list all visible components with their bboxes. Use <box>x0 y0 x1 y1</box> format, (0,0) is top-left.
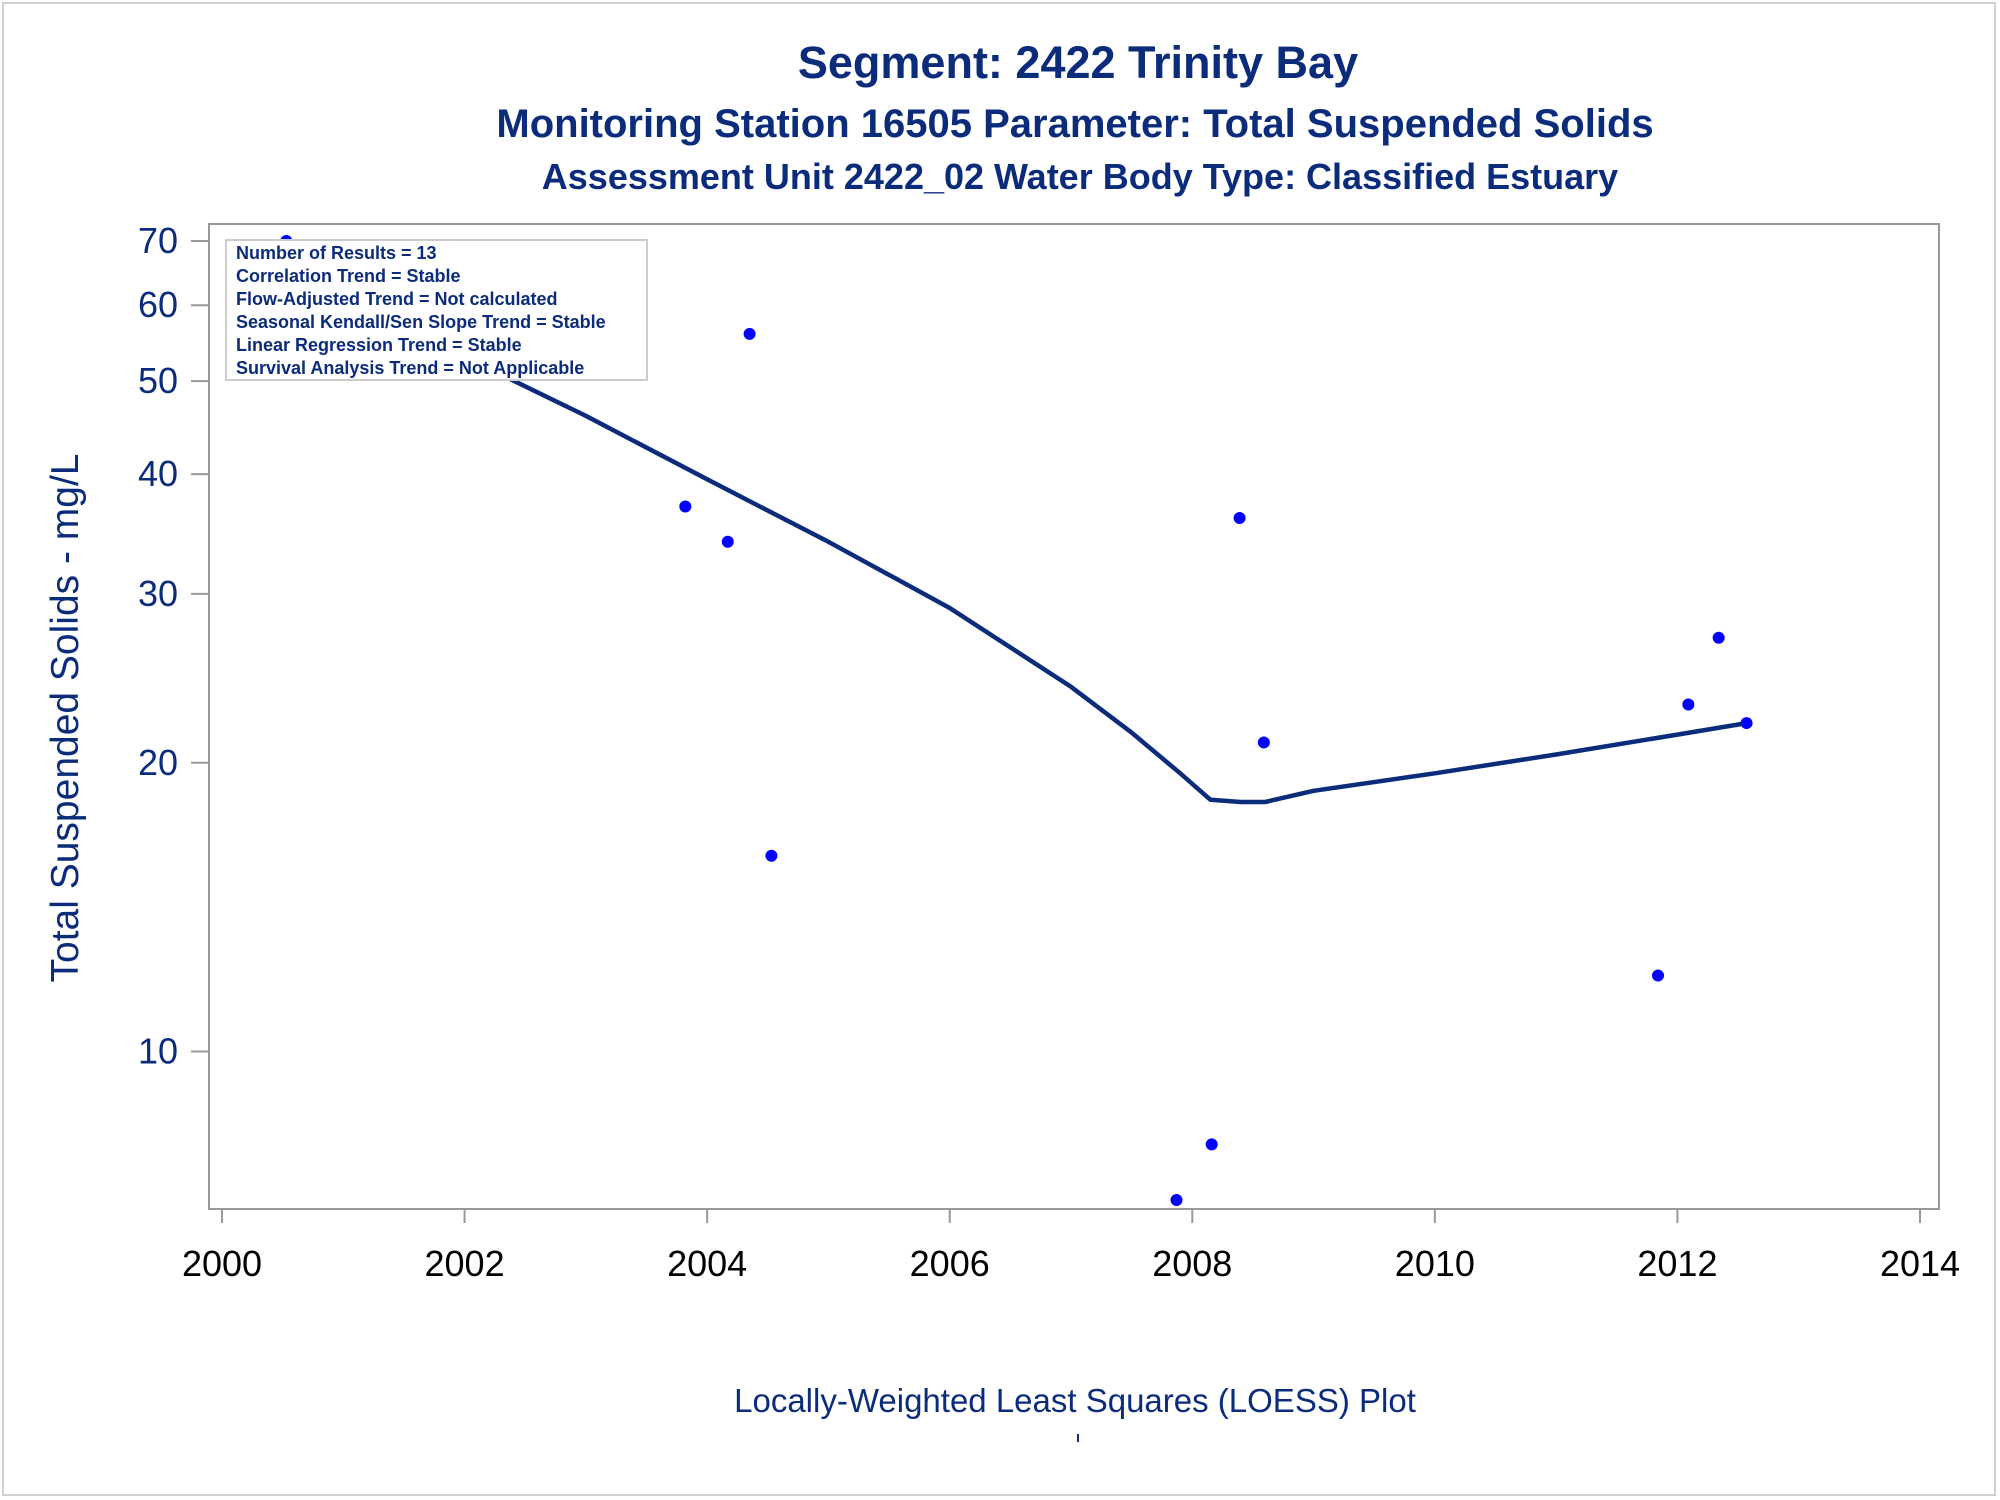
y-tick-label: 70 <box>138 220 178 261</box>
x-tick-label: 2010 <box>1395 1243 1475 1284</box>
data-point <box>1205 1138 1218 1151</box>
stat-line: Number of Results = 13 <box>236 243 437 263</box>
y-axis: 10 20 30 40 50 60 70 <box>138 220 209 1071</box>
x-tick-label: 2004 <box>667 1243 747 1284</box>
x-axis: 2000 2002 2004 2006 2008 2010 2012 2014 <box>182 1209 1960 1284</box>
chart-title: Segment: 2422 Trinity Bay <box>798 37 1358 88</box>
stats-box-frame <box>225 239 648 381</box>
plot-area <box>208 223 1940 1210</box>
data-point <box>1170 1194 1183 1206</box>
x-tick-label: 2002 <box>425 1243 505 1284</box>
stat-line: Survival Analysis Trend = Not Applicable <box>236 358 584 378</box>
stat-line: Seasonal Kendall/Sen Slope Trend = Stabl… <box>236 312 606 332</box>
data-point <box>1740 717 1753 730</box>
x-tick-label: 2008 <box>1152 1243 1232 1284</box>
y-tick-label: 50 <box>138 360 178 401</box>
stat-line: Correlation Trend = Stable <box>236 266 461 286</box>
x-tick-label: 2012 <box>1637 1243 1717 1284</box>
loess-curve <box>285 282 1747 805</box>
y-axis-label: Total Suspended Solids - mg/L <box>44 454 87 983</box>
data-point <box>679 500 692 513</box>
y-tick-label: 30 <box>138 573 178 614</box>
chart-subtitle: Monitoring Station 16505 Parameter: Tota… <box>496 102 1653 146</box>
stat-line: Flow-Adjusted Trend = Not calculated <box>236 289 558 309</box>
x-tick-label: 2006 <box>910 1243 990 1284</box>
y-tick-label: 40 <box>138 453 178 494</box>
stats-box: Number of Results = 13 Correlation Trend… <box>225 239 648 381</box>
chart-subtitle-2: Assessment Unit 2422_02 Water Body Type:… <box>542 156 1618 197</box>
data-point <box>743 327 756 340</box>
data-points <box>280 235 1753 1206</box>
y-tick-label: 10 <box>138 1030 178 1071</box>
data-point <box>1257 736 1270 749</box>
data-point <box>1233 511 1246 524</box>
data-point <box>1712 631 1725 644</box>
data-point <box>1652 969 1665 982</box>
y-tick-label: 60 <box>138 284 178 325</box>
x-tick-label: 2014 <box>1880 1243 1960 1284</box>
data-point <box>765 849 778 862</box>
stat-line: Linear Regression Trend = Stable <box>236 335 522 355</box>
y-tick-label: 20 <box>138 742 178 783</box>
x-tick-label: 2000 <box>182 1243 262 1284</box>
data-point <box>721 535 734 548</box>
data-point <box>1682 698 1695 711</box>
chart-footnote: Locally-Weighted Least Squares (LOESS) P… <box>734 1382 1416 1419</box>
